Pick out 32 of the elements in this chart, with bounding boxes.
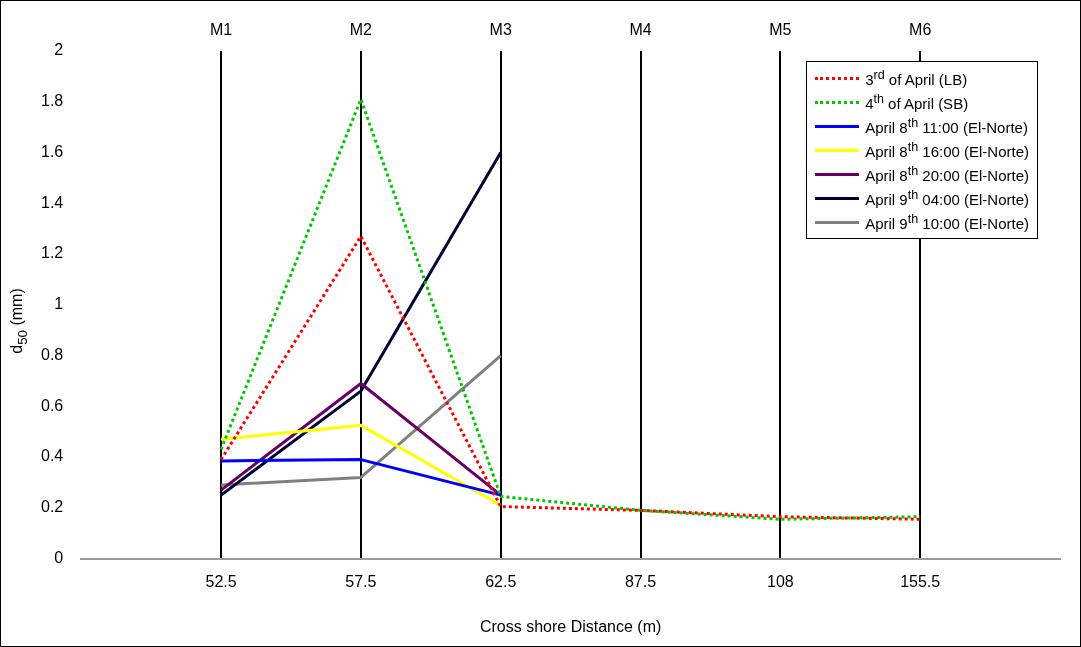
x-tick-label: 155.5 [900,572,941,590]
text: M3 [489,21,512,39]
x-tick-label: 62.5 [485,572,517,590]
legend-label: 3$^{rd}$ of April (LB) [865,68,968,88]
text: M5 [769,21,792,39]
y-tick-label: 1.8 [40,92,64,110]
text: M4 [629,21,652,39]
y-tick-label: 1 [54,295,64,313]
legend-label: April 9$^{th}$ 10:00 (El-Norte) [865,212,1029,232]
y-tick-label: 0.8 [40,345,64,363]
y-tick-label: 0.4 [40,447,64,465]
x-tick-label: 57.5 [345,572,377,590]
x-tick-label: 52.5 [205,572,237,590]
legend-label: April 8$^{th}$ 16:00 (El-Norte) [865,140,1029,160]
line-series [219,234,922,521]
y-tick-label: 0.2 [40,498,64,516]
x-tick-label: 87.5 [624,572,657,590]
y-tick-label: 0.6 [40,396,64,414]
text: M6 [909,21,932,39]
y-tick-label: 2 [54,41,64,59]
text: M2 [349,21,373,39]
legend-label: April 8$^{th}$ 20:00 (El-Norte) [865,164,1029,184]
legend-label: April 8$^{th}$ 11:00 (El-Norte) [865,116,1028,136]
legend-label: April 9$^{th}$ 04:00 (El-Norte) [865,188,1029,208]
legend-label: 4$^{th}$ of April (SB) [865,92,969,112]
text: M1 [209,21,233,39]
x-axis-title: Cross shore Distance (m) [479,617,662,635]
y-tick-label: 1.2 [40,244,64,262]
y-tick-label: 1.6 [40,142,64,160]
y-tick-label: 0 [54,549,64,567]
x-tick-label: 108 [767,572,794,590]
y-tick-label: 1.4 [40,193,64,211]
